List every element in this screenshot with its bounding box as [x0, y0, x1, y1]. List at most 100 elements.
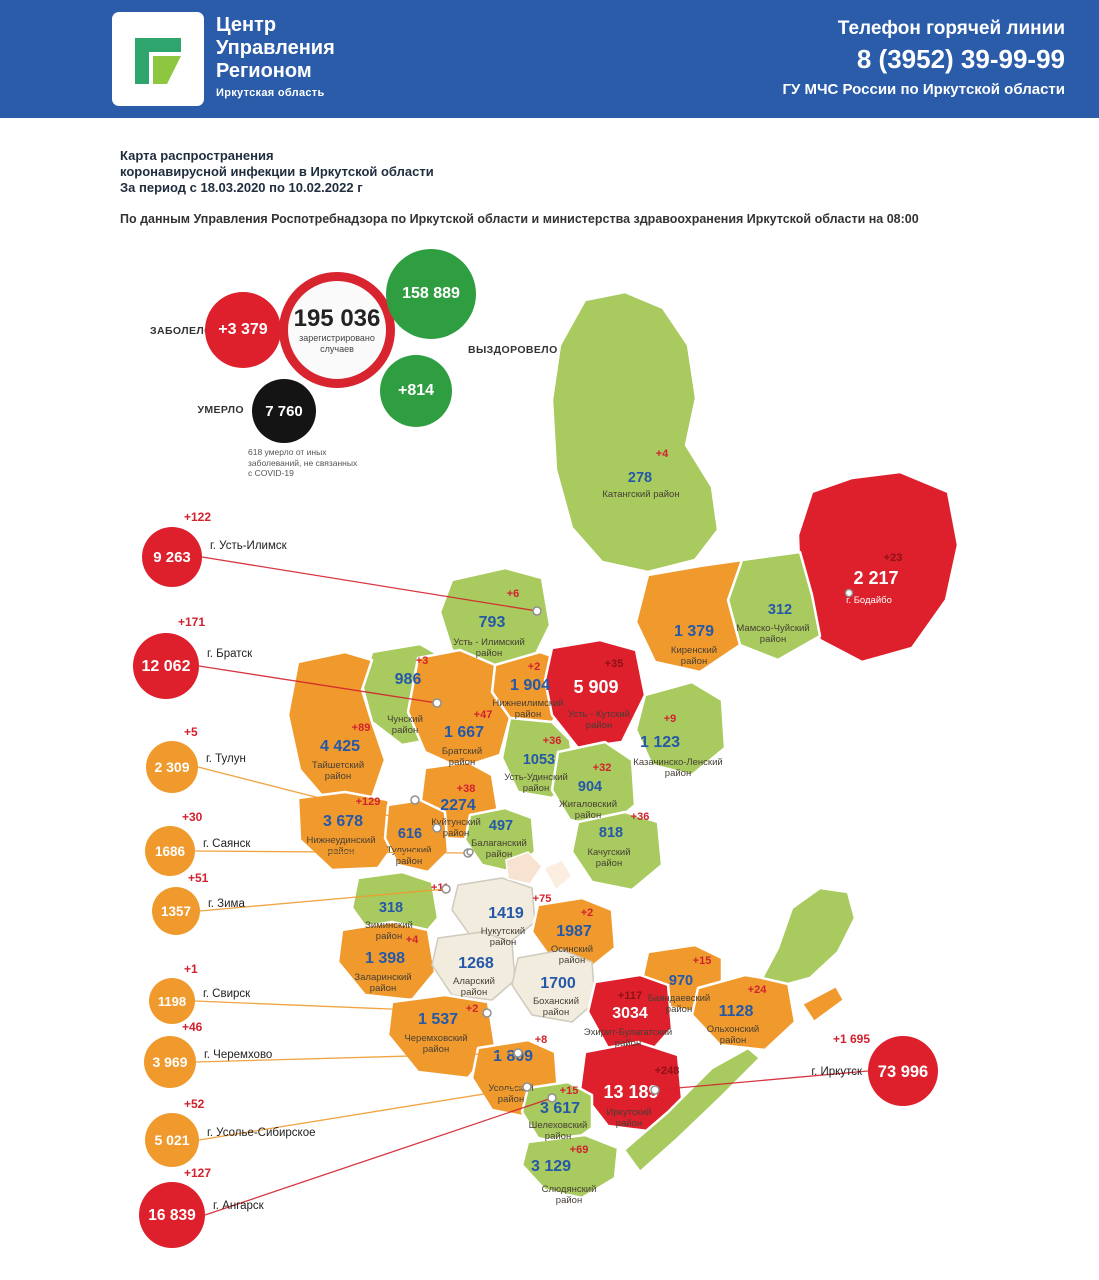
died-footnote-line: заболеваний, не связанных	[248, 457, 358, 468]
district-value: 1128	[719, 1003, 754, 1020]
city-svirsk: 1198 +1 г. Свирск	[149, 962, 492, 1024]
city-marker-dot	[522, 1082, 532, 1092]
city-marker-dot	[466, 848, 474, 856]
district-value: 13 189	[603, 1082, 658, 1102]
callout-line	[197, 766, 438, 829]
district-kachugsky: +36 818 Качугский район	[587, 811, 649, 869]
sick-delta-circle: +3 379	[205, 292, 281, 368]
district-name: Аларский	[453, 976, 495, 987]
city-circle	[142, 527, 202, 587]
district-value: 318	[379, 900, 403, 916]
hotline-label: Телефон горячей линии	[837, 18, 1065, 39]
city-label: г. Свирск	[203, 988, 251, 1000]
district-kazachinsko-lensky: +9 1 123 Казачинско-Ленский район	[633, 713, 722, 779]
district-value: 1 809	[493, 1048, 533, 1065]
city-circle	[152, 887, 200, 935]
logo-title-line: Управления	[216, 37, 335, 59]
recovered-label: ВЫЗДОРОВЕЛО	[468, 344, 558, 356]
district-katangsky: +4 278 Катангский район	[602, 448, 679, 500]
city-marker-dot	[650, 1085, 660, 1095]
district-value: 1419	[488, 905, 524, 922]
died-total-value: 7 760	[265, 402, 303, 420]
district-delta: +4	[406, 934, 419, 946]
district-name: Тулунский	[387, 845, 432, 856]
city-circle	[145, 1113, 199, 1167]
callout-line	[198, 1086, 528, 1141]
district-value: 616	[398, 826, 422, 842]
district-ust-kutsky: +35 5 909 Усть - Кутский район	[568, 658, 630, 731]
city-marker-dot	[432, 823, 442, 833]
district-mamsko-chuysky: 312 Мамско-Чуйский район	[736, 602, 809, 645]
city-angarsk: 16 839 +127 г. Ангарск	[139, 1093, 557, 1248]
sick-label: ЗАБОЛЕЛО	[150, 325, 213, 337]
logo-title-line: Центр	[216, 14, 277, 36]
district-name: район	[543, 1007, 569, 1018]
title-line: коронавирусной инфекции в Иркутской обла…	[120, 164, 434, 179]
city-cheremkhovo: 3 969 +46 г. Черемхово	[144, 1020, 523, 1088]
district-value: 1987	[556, 923, 592, 940]
callout-line	[194, 1000, 488, 1014]
district-value: 1268	[458, 955, 494, 972]
city-marker-dot	[547, 1093, 557, 1103]
district-value: 3 678	[323, 813, 363, 830]
district-name: район	[556, 1195, 582, 1206]
district-tulunsky: 616 Тулунский район	[387, 826, 432, 867]
district-name: Киренский	[671, 645, 717, 656]
died-footnote: 618 умерло от иных заболеваний, не связа…	[248, 447, 388, 479]
district-ekhirit-bulagatsky: +117 3034 Эхирит-Булагатский район	[584, 990, 672, 1049]
title-line: Карта распространения	[120, 148, 274, 163]
district-name: Нижнеудинский	[307, 835, 376, 846]
district-osinsky: +2 1987 Осинский район	[551, 907, 593, 966]
district-name: Шелеховский	[529, 1120, 588, 1131]
city-circle	[149, 978, 195, 1024]
city-value: 12 062	[142, 658, 191, 675]
city-label: г. Черемхово	[204, 1049, 272, 1061]
recovered-delta-value: +814	[397, 382, 435, 399]
registered-total-value: 195 036	[293, 305, 381, 332]
city-delta: +1 695	[833, 1032, 870, 1046]
district-shelekhovsky: +15 3 617 Шелеховский район	[529, 1085, 588, 1142]
district-delta: +8	[535, 1034, 548, 1046]
died-footnote-line: 618 умерло от иных	[248, 447, 327, 457]
city-delta: +51	[188, 871, 209, 885]
district-delta: +36	[631, 811, 650, 823]
city-value: 5 021	[154, 1132, 189, 1148]
district-ust-udinsky: +36 1053 Усть-Удинский район	[504, 735, 568, 794]
city-marker-dot	[432, 698, 442, 708]
district-name: район	[616, 1118, 642, 1129]
small-area-blob	[542, 859, 573, 892]
city-sayansk: 1686 +30 г. Саянск	[145, 810, 473, 876]
district-name: район	[476, 648, 502, 659]
district-value: 986	[395, 671, 422, 688]
city-value: 2 309	[154, 759, 189, 775]
callout-line	[199, 888, 447, 912]
city-label: г. Усолье-Сибирское	[207, 1127, 316, 1139]
city-callouts: 9 263 +122 г. Усть-Илимск 12 062 +171 г.…	[133, 510, 938, 1248]
district-name: район	[515, 709, 541, 720]
district-alarsky: 1268 Аларский район	[453, 955, 495, 998]
district-value: 1 379	[674, 623, 714, 640]
district-kirensky: 1 379 Киренский район	[671, 623, 717, 667]
city-circle	[144, 1036, 196, 1088]
city-bratsk: 12 062 +171 г. Братск	[133, 615, 442, 708]
district-name: Иркутский	[607, 1107, 652, 1118]
district-delta: +23	[884, 552, 903, 564]
district-shape-zalarinsky	[336, 920, 437, 1002]
hotline-block: Телефон горячей линии 8 (3952) 39-99-99 …	[783, 18, 1065, 98]
city-delta: +46	[182, 1020, 203, 1034]
district-name: Мамско-Чуйский	[736, 623, 809, 634]
city-value: 9 263	[153, 549, 191, 566]
district-name: район	[575, 810, 601, 821]
district-delta: +4	[656, 448, 669, 460]
city-value: 1198	[158, 994, 186, 1009]
city-label: г. Саянск	[203, 838, 251, 850]
district-delta: +2	[528, 661, 541, 673]
district-bratsky: +47 1 667 Братский район	[442, 709, 493, 768]
district-value: 2274	[440, 797, 476, 814]
district-shape-kazachinsko-lensky	[634, 680, 727, 777]
district-value: 1 123	[640, 734, 680, 751]
district-delta: +36	[543, 735, 562, 747]
district-value: 5 909	[573, 677, 618, 697]
city-value: 16 839	[148, 1207, 196, 1224]
